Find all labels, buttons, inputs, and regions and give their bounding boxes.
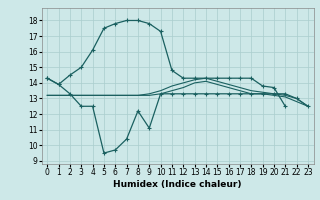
X-axis label: Humidex (Indice chaleur): Humidex (Indice chaleur) [113, 180, 242, 189]
